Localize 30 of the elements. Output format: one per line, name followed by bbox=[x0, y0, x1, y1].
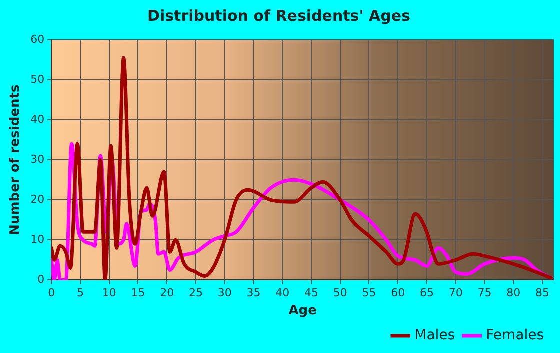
x-tick-label: 30 bbox=[218, 286, 232, 300]
x-axis-title: Age bbox=[288, 304, 318, 319]
y-tick-label: 30 bbox=[30, 152, 45, 166]
x-tick-label: 25 bbox=[188, 286, 203, 300]
legend-label: Females bbox=[486, 328, 544, 344]
y-axis-title: Number of residents bbox=[8, 84, 24, 236]
x-tick-label: 70 bbox=[448, 286, 463, 300]
x-tick-label: 65 bbox=[420, 286, 434, 300]
legend-label: Males bbox=[414, 328, 456, 344]
chart-title: Distribution of Residents' Ages bbox=[148, 6, 411, 25]
y-tick-label: 40 bbox=[30, 112, 45, 126]
x-tick-label: 75 bbox=[478, 286, 492, 300]
x-tick-label: 15 bbox=[131, 286, 146, 300]
y-tick-label: 20 bbox=[30, 192, 45, 206]
y-tick-label: 0 bbox=[38, 273, 45, 286]
x-tick-label: 80 bbox=[506, 286, 521, 300]
x-tick-label: 10 bbox=[102, 286, 116, 300]
x-tick-label: 60 bbox=[391, 286, 406, 300]
x-tick-label: 50 bbox=[333, 286, 348, 300]
x-tick-label: 45 bbox=[304, 286, 318, 300]
y-tick-label: 50 bbox=[30, 72, 45, 86]
x-tick-label: 85 bbox=[535, 286, 550, 300]
x-tick-label: 55 bbox=[362, 286, 376, 300]
x-tick-label: 35 bbox=[246, 286, 261, 300]
x-tick-label: 5 bbox=[76, 286, 84, 300]
y-tick-label: 60 bbox=[30, 32, 45, 46]
x-tick-label: 0 bbox=[48, 286, 56, 300]
x-tick-label: 20 bbox=[160, 286, 174, 300]
x-tick-label: 40 bbox=[276, 286, 290, 300]
y-tick-label: 10 bbox=[30, 233, 45, 246]
